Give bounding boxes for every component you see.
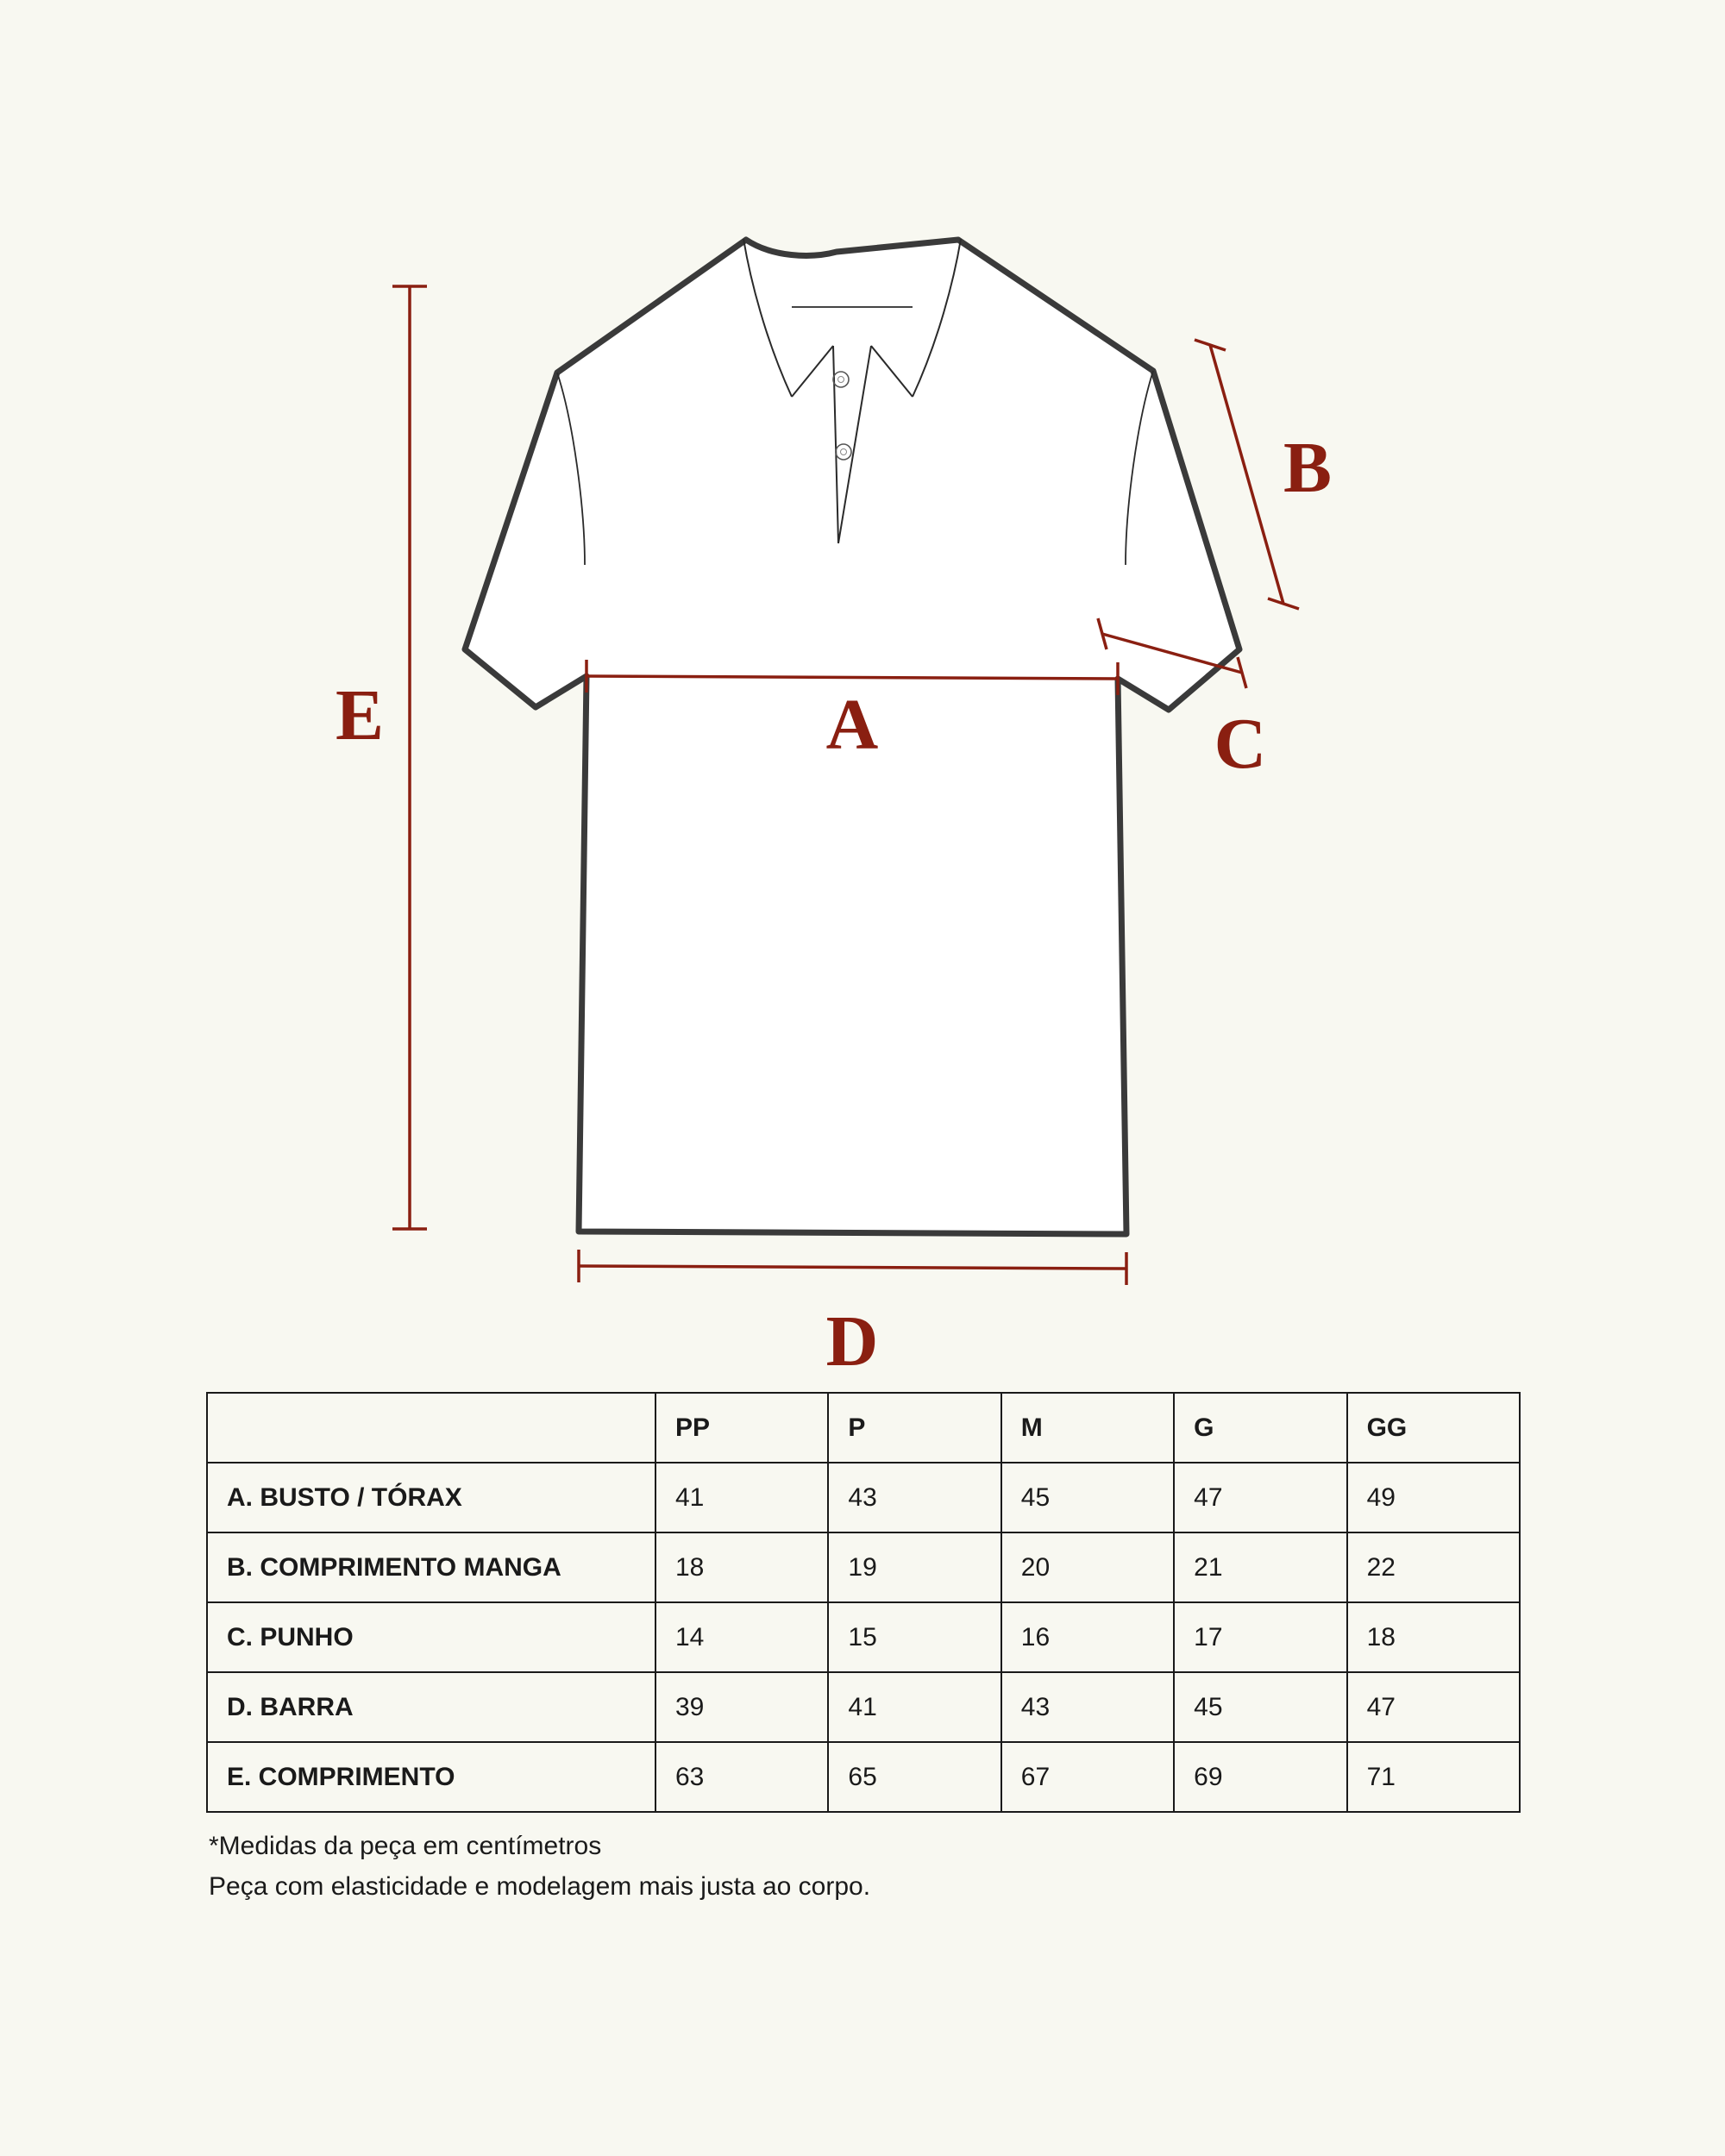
svg-text:B: B — [1283, 428, 1332, 508]
svg-text:A: A — [826, 685, 879, 765]
svg-text:E: E — [336, 675, 384, 755]
svg-text:D: D — [826, 1301, 879, 1382]
svg-text:C: C — [1214, 704, 1267, 784]
